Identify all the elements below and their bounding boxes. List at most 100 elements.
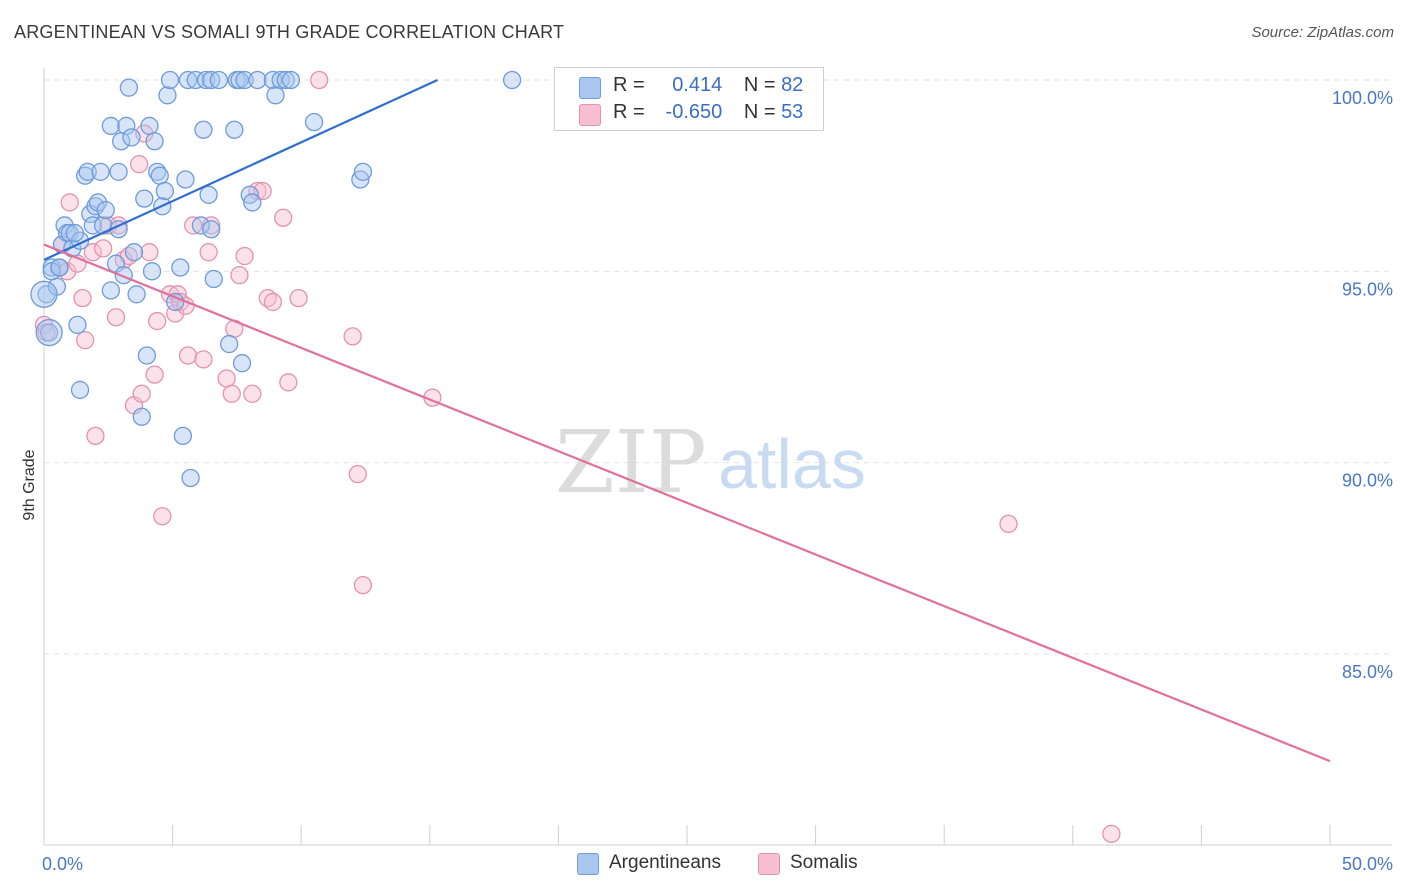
data-point: [220, 334, 239, 354]
data-point: [222, 384, 241, 403]
data-point: [91, 162, 110, 181]
data-point: [199, 243, 218, 262]
data-point: [101, 116, 121, 136]
data-point: [176, 170, 195, 189]
data-point: [181, 468, 200, 488]
data-point: [88, 193, 108, 212]
data-point: [186, 70, 205, 90]
y-axis-label: 9th Grade: [21, 449, 38, 520]
data-point: [137, 346, 157, 365]
data-point: [276, 70, 295, 90]
data-point: [243, 193, 262, 212]
y-tick-label: 90.0%: [1342, 471, 1393, 491]
data-point: [266, 86, 285, 105]
data-point: [202, 70, 221, 90]
data-point: [78, 162, 97, 181]
watermark-zip: ZIP: [555, 413, 707, 513]
data-point: [124, 243, 144, 262]
data-point: [106, 308, 126, 327]
data-point: [281, 70, 301, 90]
data-point: [202, 220, 221, 239]
data-point: [94, 239, 113, 258]
y-tick-labels: 85.0% 90.0% 95.0% 100.0%: [1332, 88, 1393, 682]
chart-title: ARGENTINEAN VS SOMALI 9TH GRADE CORRELAT…: [14, 22, 565, 42]
data-point: [60, 193, 79, 212]
data-point: [1102, 824, 1121, 844]
legend-n-value-somalis: 53: [781, 101, 804, 123]
data-point: [109, 162, 128, 181]
data-point: [96, 200, 115, 220]
data-point: [83, 216, 103, 235]
data-point: [178, 70, 198, 90]
data-point: [289, 288, 308, 308]
data-point: [83, 243, 103, 262]
data-point: [248, 70, 267, 90]
data-point: [145, 365, 164, 384]
legend-r-value-somalis: -0.650: [665, 101, 723, 123]
correlation-legend: R = 0.414 N = 82 R = -0.650 N = 53: [554, 67, 824, 131]
trend-line-somalis: [43, 243, 1331, 763]
trend-line-argentineans: [43, 78, 438, 261]
data-point: [263, 70, 283, 90]
x-tick-label: 0.0%: [42, 854, 83, 874]
data-point: [86, 426, 105, 446]
legend-r-value-argentineans: 0.414: [672, 74, 723, 96]
data-point: [274, 208, 293, 227]
data-point: [117, 116, 136, 136]
legend-r-label: R =: [613, 101, 645, 123]
data-point: [101, 281, 121, 300]
data-point: [235, 70, 254, 90]
data-point: [235, 246, 254, 266]
data-point: [230, 266, 249, 285]
data-point-large: [35, 318, 63, 347]
trend-lines: [43, 78, 1331, 763]
data-point: [199, 185, 218, 204]
data-point: [232, 354, 252, 373]
data-point: [999, 514, 1018, 534]
grid-lines: [44, 79, 1392, 655]
data-point: [194, 120, 213, 139]
data-point: [348, 464, 367, 484]
legend-r-label: R =: [613, 74, 645, 96]
data-point: [119, 78, 139, 97]
data-point: [353, 162, 373, 181]
legend-swatch-somalis: [579, 104, 601, 126]
data-point: [230, 70, 249, 90]
data-point: [155, 181, 175, 201]
data-point: [194, 350, 213, 369]
data-point: [343, 327, 362, 346]
data-point: [271, 70, 290, 90]
legend-n-label: N =: [743, 101, 776, 123]
data-point: [122, 128, 141, 147]
data-point: [243, 384, 262, 403]
legend-swatch-argentineans: [579, 77, 601, 99]
data-point: [132, 407, 151, 426]
data-point: [39, 323, 59, 342]
watermark-atlas: atlas: [718, 425, 866, 503]
data-point: [76, 331, 95, 350]
data-point: [173, 426, 193, 446]
data-point: [142, 262, 162, 281]
data-point: [140, 116, 159, 136]
bottom-legend-label-somalis: Somalis: [790, 852, 858, 873]
bottom-legend-swatch-somalis: [758, 853, 780, 875]
y-tick-label: 95.0%: [1342, 279, 1393, 299]
y-tick-label: 85.0%: [1342, 662, 1393, 682]
data-point: [196, 70, 216, 90]
data-point: [184, 216, 203, 235]
data-point: [158, 86, 177, 105]
data-point: [65, 223, 85, 243]
data-point: [263, 292, 283, 312]
x-tick-label: 50.0%: [1342, 854, 1393, 874]
legend-n-label: N =: [743, 74, 776, 96]
data-point-large: [30, 280, 58, 308]
legend-n-value-argentineans: 82: [781, 74, 804, 96]
data-point: [50, 258, 69, 277]
data-point: [209, 70, 229, 90]
bottom-legend-label-argentineans: Argentineans: [609, 852, 721, 873]
data-point: [127, 285, 146, 304]
data-point: [166, 292, 185, 312]
source-label: Source: ZipAtlas.com: [1251, 24, 1394, 41]
y-tick-label: 100.0%: [1332, 88, 1393, 108]
data-point: [310, 70, 329, 90]
